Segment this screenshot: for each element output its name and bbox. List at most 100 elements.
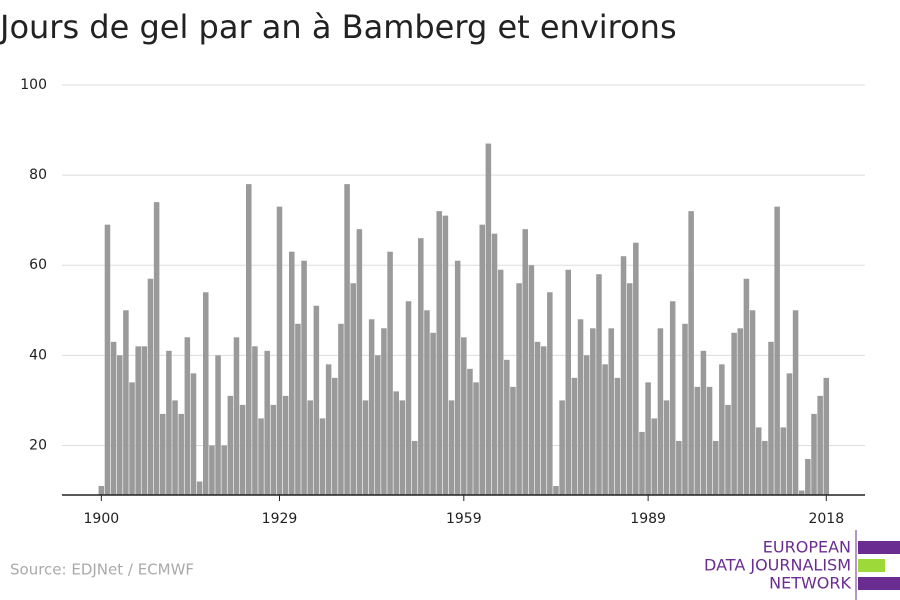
- bar: [196, 481, 203, 495]
- bar: [258, 418, 264, 495]
- bar: [479, 224, 486, 495]
- bar: [356, 229, 363, 495]
- bar: [780, 427, 787, 495]
- bar: [332, 377, 338, 495]
- bar: [467, 368, 473, 495]
- bar: [657, 328, 664, 495]
- bar: [491, 233, 498, 495]
- bar: [319, 418, 326, 495]
- y-tick-label: 60: [29, 257, 47, 273]
- bar: [166, 350, 172, 495]
- bar: [282, 395, 289, 495]
- bar: [454, 260, 461, 495]
- bar: [522, 229, 529, 495]
- bar: [626, 283, 633, 495]
- bar: [737, 328, 744, 495]
- bar: [270, 404, 277, 495]
- bar: [731, 332, 737, 495]
- bar: [129, 382, 135, 495]
- bar: [411, 440, 418, 495]
- bar: [706, 386, 713, 495]
- source: Source: EDJNet / ECMWF: [10, 561, 194, 579]
- bar: [485, 143, 492, 496]
- bar: [811, 413, 817, 495]
- bar: [743, 278, 750, 495]
- bar: [620, 256, 627, 495]
- bar: [663, 400, 670, 495]
- bar: [424, 310, 430, 495]
- bar: [608, 328, 615, 495]
- bar: [104, 224, 111, 495]
- bar: [669, 301, 676, 495]
- bar: [387, 251, 393, 495]
- bar: [571, 377, 578, 495]
- bar: [694, 386, 701, 495]
- bar: [602, 364, 608, 495]
- bar: [141, 346, 148, 495]
- bar: [295, 323, 301, 495]
- bar: [817, 395, 823, 495]
- bar: [755, 427, 762, 495]
- bar: [215, 355, 221, 495]
- bar: [123, 310, 129, 495]
- bar: [239, 404, 246, 495]
- bar: [159, 413, 166, 495]
- bar: [418, 238, 424, 495]
- bar: [688, 211, 694, 495]
- bar: [116, 355, 123, 495]
- bar: [762, 440, 768, 495]
- bar: [614, 377, 621, 495]
- bar: [301, 260, 307, 495]
- bar: [405, 301, 412, 495]
- bar: [651, 418, 658, 495]
- bar: [368, 319, 375, 495]
- bar: [227, 395, 234, 495]
- bar: [98, 485, 105, 495]
- bar: [153, 202, 160, 495]
- bar: [792, 310, 799, 495]
- logo-text: DATA JOURNALISM: [704, 556, 851, 575]
- bar: [473, 382, 479, 495]
- bar: [645, 382, 651, 495]
- bar: [252, 346, 258, 495]
- bar: [233, 337, 240, 495]
- bar: [786, 373, 793, 495]
- bar: [719, 364, 725, 495]
- bar: [676, 440, 682, 495]
- logo-text: EUROPEAN: [763, 538, 851, 557]
- bar: [436, 211, 442, 495]
- logo-bar: [858, 577, 900, 590]
- bar: [461, 337, 467, 495]
- bar: [221, 445, 227, 495]
- x-tick-label: 1989: [630, 511, 666, 527]
- bar: [504, 359, 510, 495]
- bar: [325, 364, 332, 495]
- bar: [442, 215, 449, 495]
- bar: [596, 274, 602, 495]
- bar: [375, 355, 381, 495]
- bar: [203, 292, 209, 495]
- bar: [246, 184, 252, 495]
- bar: [540, 346, 547, 495]
- chart-title: Jours de gel par an à Bamberg et environ…: [0, 8, 677, 46]
- bar: [264, 350, 270, 495]
- bar: [516, 283, 522, 495]
- y-tick-label: 80: [29, 167, 47, 183]
- bar: [682, 323, 688, 495]
- logo-bar: [858, 541, 900, 554]
- bar: [768, 341, 774, 495]
- bar: [350, 283, 356, 495]
- bar: [190, 373, 197, 495]
- bar: [307, 400, 313, 495]
- bar: [534, 341, 541, 495]
- bar: [510, 386, 516, 495]
- bar: [178, 413, 184, 495]
- bar: [798, 490, 805, 495]
- bar: [577, 319, 584, 495]
- bar: [135, 346, 141, 495]
- bar: [774, 206, 780, 495]
- bar: [399, 400, 406, 495]
- bar: [289, 251, 295, 495]
- bar: [725, 404, 731, 495]
